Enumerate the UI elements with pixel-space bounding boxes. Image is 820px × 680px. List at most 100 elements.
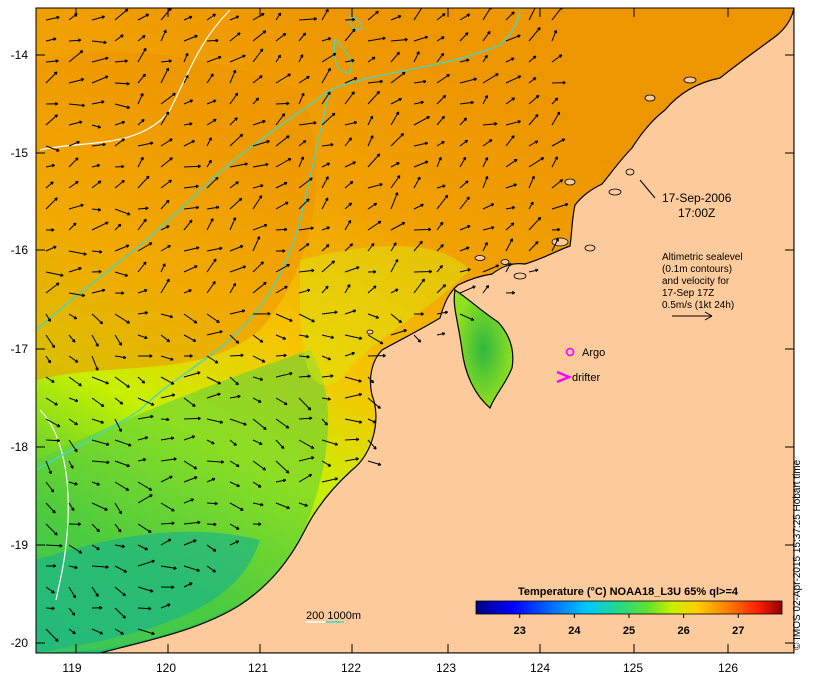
velocity-arrow [45, 282, 60, 294]
velocity-arrow [229, 181, 239, 189]
velocity-arrow [528, 216, 542, 231]
velocity-arrow [114, 59, 128, 63]
velocity-arrow [45, 523, 58, 536]
velocity-arrow [91, 163, 101, 168]
velocity-arrow [91, 376, 109, 385]
velocity-arrow [252, 120, 266, 126]
velocity-arrow [482, 226, 495, 231]
velocity-arrow [390, 175, 401, 189]
lat-tick-label: -14 [11, 48, 29, 62]
velocity-arrow [459, 180, 469, 189]
velocity-arrow [160, 245, 171, 252]
velocity-arrow [68, 397, 79, 403]
velocity-arrow [528, 8, 536, 21]
velocity-arrow [114, 334, 122, 346]
velocity-arrow [344, 243, 354, 252]
velocity-arrow [137, 544, 149, 551]
velocity-arrow [137, 175, 150, 189]
velocity-arrow [436, 332, 446, 336]
velocity-arrow [114, 628, 124, 635]
velocity-arrow [321, 244, 330, 252]
king-sound [453, 289, 514, 410]
velocity-arrow [367, 135, 374, 147]
velocity-arrow [160, 157, 173, 168]
velocity-arrow [252, 460, 266, 471]
velocity-arrow [183, 460, 198, 470]
depth-contour-1000m [36, 8, 521, 331]
depth-contour-200m [39, 9, 231, 151]
velocity-arrow [390, 329, 407, 336]
velocity-arrow [137, 414, 154, 420]
velocity-arrow [91, 288, 106, 294]
velocity-arrow [321, 143, 334, 147]
velocity-arrow [206, 418, 224, 424]
velocity-arrow [298, 75, 310, 84]
velocity-arrow [138, 354, 153, 358]
velocity-arrow [367, 334, 384, 345]
velocity-arrow [528, 175, 535, 189]
velocity-arrow [206, 218, 214, 231]
velocity-arrow [206, 99, 217, 105]
velocity-arrow [183, 476, 198, 483]
velocity-arrow [137, 141, 154, 147]
velocity-arrow [436, 36, 445, 42]
velocity-arrow [482, 73, 499, 84]
lon-tick-label: 126 [718, 661, 738, 675]
velocity-arrow [183, 498, 195, 504]
velocity-arrow [45, 71, 58, 84]
velocity-arrow [160, 138, 173, 147]
velocity-arrow [229, 439, 237, 446]
velocity-arrow [229, 481, 240, 487]
time-label: 17:00Z [678, 206, 715, 220]
velocity-arrow [183, 184, 199, 189]
velocity-arrow [160, 355, 174, 361]
velocity-arrow [68, 120, 83, 126]
velocity-arrow [229, 540, 240, 546]
velocity-arrow [206, 392, 221, 399]
velocity-arrow [275, 12, 282, 21]
velocity-arrow [137, 523, 152, 533]
velocity-arrow [505, 34, 521, 42]
velocity-arrow [206, 477, 216, 483]
velocity-arrow [344, 437, 360, 442]
velocity-arrow [551, 238, 559, 252]
velocity-arrow [229, 265, 247, 273]
velocity-arrow [68, 607, 76, 616]
velocity-arrow [344, 121, 358, 126]
velocity-arrow [114, 586, 126, 597]
lon-tick-label: 125 [623, 661, 643, 675]
velocity-arrow [91, 313, 104, 325]
velocity-arrow [68, 103, 85, 108]
velocity-arrow [91, 75, 109, 84]
velocity-arrow [206, 355, 219, 364]
velocity-arrow [321, 8, 329, 21]
velocity-arrow [183, 582, 193, 588]
velocity-arrow [114, 164, 125, 169]
velocity-arrow [137, 586, 154, 593]
velocity-arrow [482, 122, 498, 126]
velocity-arrow [68, 180, 79, 189]
velocity-arrow [91, 565, 109, 569]
velocity-arrow [413, 51, 420, 63]
velocity-arrow [275, 439, 285, 450]
colorbar [475, 600, 783, 615]
velocity-arrow [45, 313, 51, 322]
velocity-arrow [344, 351, 355, 357]
velocity-arrow [367, 10, 379, 21]
velocity-arrow [45, 397, 58, 406]
date-label: 17-Sep-2006 [662, 191, 732, 205]
velocity-arrow [45, 334, 56, 349]
depth-legend-label: 200 1000m [306, 610, 361, 622]
velocity-arrow [275, 73, 291, 84]
velocity-arrow [413, 79, 427, 84]
velocity-arrow [229, 54, 246, 63]
velocity-arrow [367, 313, 380, 319]
velocity-arrow [91, 355, 99, 371]
velocity-arrow [528, 94, 540, 105]
velocity-arrow [344, 266, 360, 273]
velocity-arrow [68, 38, 82, 43]
velocity-arrow [252, 502, 264, 507]
velocity-arrow [413, 269, 433, 274]
velocity-arrow [91, 628, 104, 635]
velocity-arrow [160, 29, 167, 42]
